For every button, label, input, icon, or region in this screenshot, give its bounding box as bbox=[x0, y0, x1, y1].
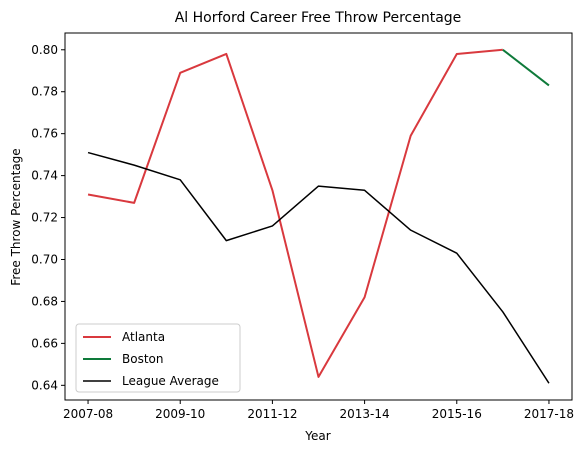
x-tick-label: 2015-16 bbox=[432, 407, 482, 421]
x-tick-label: 2009-10 bbox=[155, 407, 205, 421]
x-tick-label: 2017-18 bbox=[524, 407, 574, 421]
series-line-league-average bbox=[87, 151, 550, 384]
x-tick-label: 2007-08 bbox=[63, 407, 113, 421]
y-axis-label: Free Throw Percentage bbox=[9, 148, 23, 285]
plot-area: 2007-08 2009-10 2011-12 2013-14 2015-16 2017-… bbox=[31, 32, 574, 421]
legend-box bbox=[75, 323, 241, 393]
axes-frame bbox=[64, 32, 573, 401]
legend-label-league-average: League Average bbox=[122, 374, 219, 388]
y-tick-label: 0.66 bbox=[31, 336, 58, 350]
chart-title: Al Horford Career Free Throw Percentage bbox=[175, 10, 462, 26]
y-tick-label: 0.68 bbox=[31, 294, 58, 308]
y-tick-label: 0.64 bbox=[31, 378, 58, 392]
legend-label-atlanta: Atlanta bbox=[122, 330, 165, 344]
x-tick-label: 2011-12 bbox=[247, 407, 297, 421]
legend-label-boston: Boston bbox=[122, 352, 163, 366]
y-tick-label: 0.74 bbox=[31, 169, 58, 183]
y-tick-label: 0.78 bbox=[31, 85, 58, 99]
series-line-boston bbox=[502, 48, 550, 87]
series-line-atlanta bbox=[87, 48, 503, 378]
y-tick-label: 0.70 bbox=[31, 252, 58, 266]
x-axis-label: Year bbox=[304, 429, 330, 443]
legend: Atlanta Boston League Average bbox=[75, 323, 241, 393]
y-tick-label: 0.72 bbox=[31, 211, 58, 225]
x-tick-label: 2013-14 bbox=[340, 407, 390, 421]
y-tick-label: 0.80 bbox=[31, 43, 58, 57]
y-tick-label: 0.76 bbox=[31, 127, 58, 141]
